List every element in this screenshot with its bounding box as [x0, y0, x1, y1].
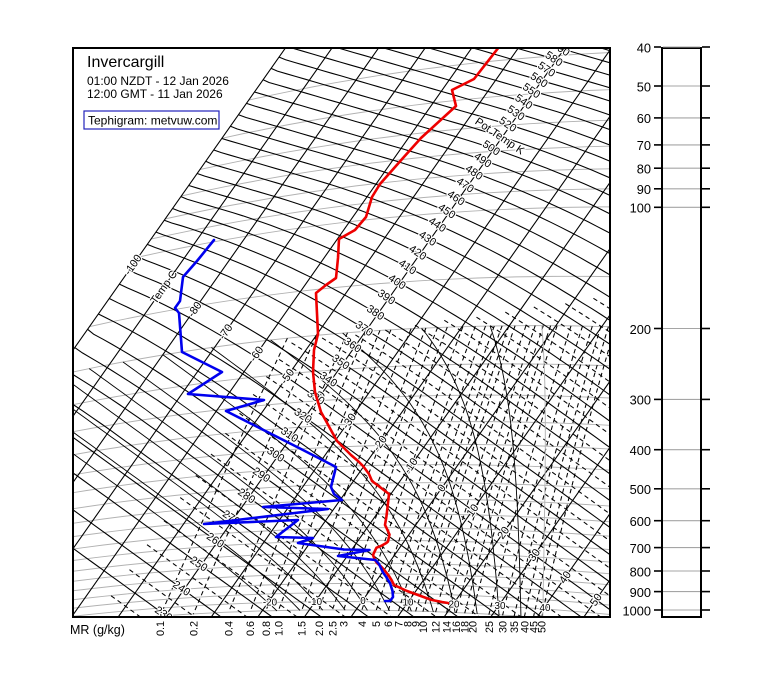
svg-text:-20: -20: [263, 598, 278, 609]
svg-text:1.5: 1.5: [297, 621, 309, 636]
svg-text:Tephigram: metvuw.com: Tephigram: metvuw.com: [88, 114, 217, 128]
svg-text:30: 30: [498, 621, 510, 633]
svg-text:50: 50: [537, 621, 549, 633]
svg-text:20: 20: [467, 621, 479, 633]
svg-text:900: 900: [630, 585, 651, 600]
svg-text:12:00 GMT - 11 Jan 2026: 12:00 GMT - 11 Jan 2026: [87, 87, 223, 101]
svg-text:7: 7: [394, 621, 406, 627]
svg-text:5: 5: [371, 621, 383, 627]
svg-text:45: 45: [528, 621, 540, 633]
svg-text:12: 12: [431, 621, 443, 633]
svg-text:40: 40: [540, 603, 551, 614]
svg-text:16: 16: [451, 621, 463, 633]
svg-text:0.1: 0.1: [155, 621, 167, 636]
svg-text:40: 40: [637, 40, 651, 55]
svg-text:80: 80: [637, 162, 651, 177]
svg-text:0.6: 0.6: [245, 621, 257, 636]
svg-text:60: 60: [637, 111, 651, 126]
svg-text:40: 40: [519, 621, 531, 633]
svg-text:01:00 NZDT - 12 Jan 2026: 01:00 NZDT - 12 Jan 2026: [87, 74, 229, 88]
svg-text:18: 18: [460, 621, 472, 633]
svg-text:9: 9: [411, 621, 423, 627]
svg-text:MR (g/kg): MR (g/kg): [70, 623, 125, 637]
svg-text:700: 700: [630, 541, 651, 556]
svg-text:Invercargill: Invercargill: [87, 54, 164, 71]
svg-text:35: 35: [509, 621, 521, 633]
svg-text:0: 0: [360, 596, 366, 607]
svg-text:10: 10: [418, 621, 430, 633]
svg-text:300: 300: [630, 393, 651, 408]
svg-text:2.0: 2.0: [314, 621, 326, 636]
svg-text:3: 3: [339, 621, 351, 627]
svg-text:8: 8: [403, 621, 415, 627]
svg-text:800: 800: [630, 564, 651, 579]
svg-text:1.0: 1.0: [273, 621, 285, 636]
svg-text:90: 90: [637, 182, 651, 197]
svg-text:500: 500: [630, 482, 651, 497]
svg-text:6: 6: [383, 621, 395, 627]
svg-text:1000: 1000: [623, 603, 651, 618]
svg-text:2.5: 2.5: [327, 621, 339, 636]
svg-text:200: 200: [630, 322, 651, 337]
svg-text:14: 14: [442, 621, 454, 633]
svg-text:0.8: 0.8: [261, 621, 273, 636]
svg-text:50: 50: [637, 79, 651, 94]
svg-text:4: 4: [357, 621, 369, 627]
svg-text:10: 10: [403, 598, 414, 609]
svg-text:70: 70: [637, 138, 651, 153]
svg-text:30: 30: [495, 601, 506, 612]
svg-text:25: 25: [484, 621, 496, 633]
svg-text:600: 600: [630, 514, 651, 529]
svg-text:100: 100: [630, 201, 651, 216]
svg-text:0.4: 0.4: [224, 621, 236, 636]
svg-text:-10: -10: [308, 597, 323, 608]
svg-text:20: 20: [449, 600, 460, 611]
svg-text:400: 400: [630, 443, 651, 458]
svg-text:0.2: 0.2: [188, 621, 200, 636]
